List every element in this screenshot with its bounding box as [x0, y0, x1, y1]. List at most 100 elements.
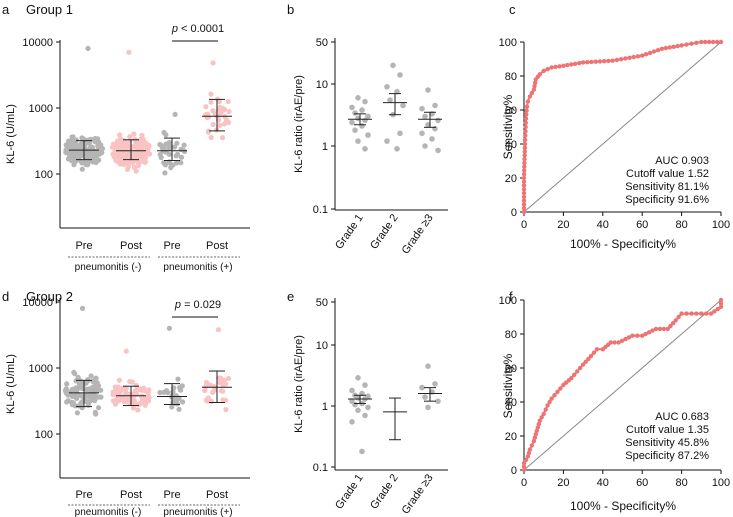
roc-point — [704, 311, 709, 316]
y-tick-label: 80 — [505, 71, 517, 83]
data-point — [75, 374, 81, 380]
data-point — [362, 382, 368, 388]
data-point — [178, 160, 184, 166]
y-tick-label: 100 — [499, 295, 517, 307]
errorbars-layer-e — [348, 387, 442, 441]
roc-point — [529, 90, 535, 96]
data-point — [73, 137, 79, 143]
data-point — [85, 45, 91, 52]
data-point — [179, 383, 185, 389]
roc-point — [523, 457, 529, 462]
roc-point — [630, 333, 635, 338]
roc-point — [589, 59, 594, 65]
data-point — [223, 407, 229, 413]
y-tick-label-b-1: 50 — [316, 37, 328, 49]
roc-point — [659, 46, 665, 51]
data-point — [208, 134, 214, 141]
roc-point — [653, 326, 659, 332]
roc-point — [594, 347, 600, 352]
roc-point — [573, 61, 578, 66]
data-point — [349, 419, 355, 425]
roc-point — [521, 461, 527, 466]
errorbars-layer-b — [348, 93, 442, 128]
data-point — [162, 170, 168, 176]
roc-point — [577, 365, 583, 371]
roc-point — [569, 376, 574, 381]
data-point — [79, 305, 86, 311]
y-tick-label-b-4: 0.1 — [313, 204, 328, 216]
data-point — [362, 98, 368, 105]
data-point — [384, 138, 390, 144]
data-point — [127, 378, 133, 385]
data-point — [432, 102, 438, 109]
x-axis-label-f: 100% - Specificity% — [570, 499, 676, 513]
roc-point — [699, 311, 704, 316]
roc-point — [524, 112, 529, 117]
data-point — [425, 87, 431, 93]
roc-point — [591, 350, 597, 355]
data-point — [211, 384, 217, 390]
roc-point — [580, 60, 586, 65]
data-point — [92, 409, 98, 415]
data-point — [79, 166, 85, 172]
roc-point — [522, 160, 527, 166]
data-point — [219, 135, 226, 141]
roc-point — [640, 333, 645, 338]
roc-point — [557, 64, 562, 69]
stat-specificity-f: Specificity 87.2% — [625, 450, 709, 462]
data-point — [127, 134, 133, 140]
roc-point — [663, 45, 668, 51]
stat-sensitivity-f: Sensitivity 45.8% — [625, 437, 709, 449]
data-point — [422, 143, 428, 149]
diagonal-c — [523, 41, 722, 213]
data-point — [217, 122, 223, 128]
data-point — [126, 49, 132, 55]
p-value-a: p < 0.0001 — [171, 23, 224, 35]
x-axis-label-c: 100% - Specificity% — [570, 237, 676, 251]
x-tick-label: 60 — [636, 477, 648, 489]
roc-point — [555, 389, 560, 394]
panel-e: e KL-6 ratio (irAE/pre) 50 10 1 0.1 Grad… — [287, 289, 448, 517]
data-point — [163, 388, 170, 394]
roc-point — [575, 369, 580, 374]
roc-point — [710, 39, 716, 45]
data-point — [157, 141, 163, 148]
y-tick-label: 0 — [511, 207, 517, 219]
x-label-e-2: Grade 2 — [368, 472, 401, 511]
roc-point — [588, 353, 594, 359]
roc-point — [545, 67, 550, 72]
roc-point — [647, 50, 653, 56]
data-point — [220, 397, 226, 403]
data-point — [208, 99, 214, 105]
roc-point — [612, 340, 617, 345]
roc-point — [597, 59, 603, 64]
roc-point — [707, 39, 712, 45]
y-tick-label-b-3: 1 — [322, 141, 328, 153]
roc-point — [577, 60, 582, 66]
roc-point — [646, 330, 652, 335]
roc-point — [549, 396, 554, 401]
data-point — [161, 160, 167, 166]
roc-point — [522, 153, 527, 158]
data-point — [166, 325, 172, 331]
data-point — [210, 108, 216, 114]
data-point — [349, 387, 355, 394]
roc-point — [703, 39, 708, 45]
roc-point — [619, 338, 625, 343]
roc-point — [521, 206, 527, 211]
roc-point — [661, 326, 667, 332]
data-point — [202, 388, 208, 394]
data-point — [422, 113, 428, 120]
y-tick-label: 100 — [499, 37, 517, 49]
x-label-d-2: Post — [120, 489, 142, 501]
roc-point — [527, 447, 533, 452]
roc-point — [655, 48, 661, 53]
errorbars-layer-a — [69, 98, 232, 162]
x-label-a-4: Post — [206, 240, 228, 252]
y-axis-label-b: KL-6 ratio (irAE/pre) — [293, 75, 305, 173]
data-point — [65, 398, 71, 404]
roc-point — [580, 362, 586, 367]
data-point — [425, 363, 431, 370]
data-point — [178, 154, 185, 160]
roc-point — [521, 187, 527, 192]
